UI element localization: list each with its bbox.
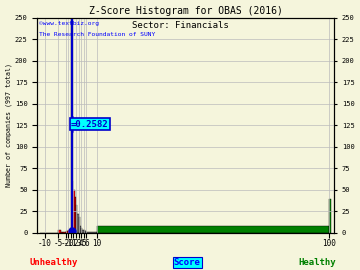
Bar (73, 190, 75, 233)
Text: Healthy: Healthy (298, 258, 336, 266)
Bar (78, 218, 80, 233)
Y-axis label: Number of companies (997 total): Number of companies (997 total) (5, 63, 12, 187)
Text: The Research Foundation of SUNY: The Research Foundation of SUNY (39, 32, 155, 37)
Bar (75, 197, 76, 233)
Bar (86, 232, 96, 233)
Bar (72, 181, 73, 233)
Bar (76, 205, 77, 233)
Title: Z-Score Histogram for OBAS (2016): Z-Score Histogram for OBAS (2016) (89, 6, 283, 16)
Bar (71, 19, 72, 233)
Bar (68, 230, 69, 233)
Text: Sector: Financials: Sector: Financials (132, 21, 228, 30)
Bar (60, 232, 63, 233)
Bar (329, 198, 332, 233)
Text: ©www.textbiz.org: ©www.textbiz.org (39, 21, 99, 26)
Text: =0.2582: =0.2582 (71, 120, 108, 129)
Bar (82, 230, 84, 233)
Bar (69, 228, 71, 233)
Text: Unhealthy: Unhealthy (30, 258, 78, 266)
Bar (80, 226, 81, 233)
Bar (58, 230, 60, 233)
Bar (84, 230, 85, 233)
Bar (77, 214, 78, 233)
Bar (85, 231, 86, 233)
Bar (96, 226, 329, 233)
Bar (63, 232, 66, 233)
Bar (81, 228, 82, 233)
Bar (66, 231, 68, 233)
Text: Score: Score (174, 258, 201, 266)
